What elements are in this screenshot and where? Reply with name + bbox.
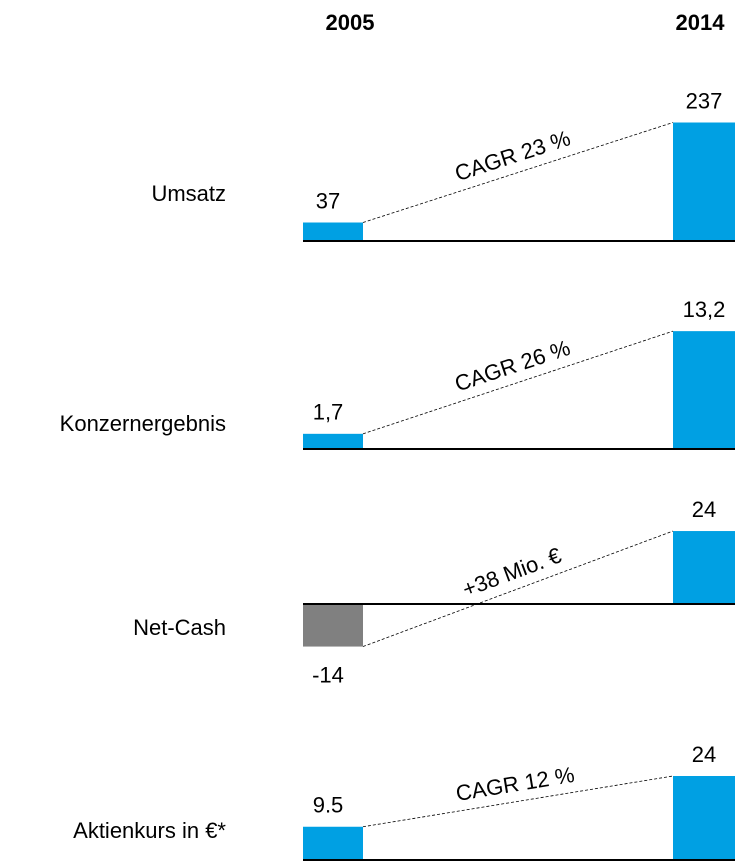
value-label: 37: [316, 188, 340, 213]
value-label: 9.5: [313, 793, 344, 818]
bar: [303, 826, 363, 860]
column-header: 2005: [326, 10, 375, 35]
value-label: 237: [686, 88, 723, 113]
annotation: +38 Mio. €: [459, 542, 565, 602]
value-label: -14: [312, 662, 344, 687]
bar: [673, 122, 735, 241]
bar: [673, 776, 735, 860]
value-label: 1,7: [313, 400, 344, 425]
row-label: Net-Cash: [133, 615, 226, 640]
connector: [362, 530, 674, 647]
bar: [673, 331, 735, 449]
connector: [362, 122, 674, 223]
bar: [303, 433, 363, 449]
value-label: 13,2: [683, 297, 726, 322]
bar: [673, 531, 735, 604]
connector: [362, 775, 674, 828]
row-label: Umsatz: [151, 181, 226, 206]
row-label: Aktienkurs in €*: [73, 818, 226, 843]
annotation: CAGR 26 %: [452, 335, 574, 396]
bar: [303, 222, 363, 241]
column-header: 2014: [676, 10, 726, 35]
annotation: CAGR 23 %: [452, 125, 574, 186]
value-label: 24: [692, 742, 716, 767]
connector: [362, 330, 674, 435]
row-label: Konzernergebnis: [60, 411, 226, 436]
annotation: CAGR 12 %: [454, 762, 576, 806]
value-label: 24: [692, 497, 716, 522]
bar: [303, 604, 363, 647]
